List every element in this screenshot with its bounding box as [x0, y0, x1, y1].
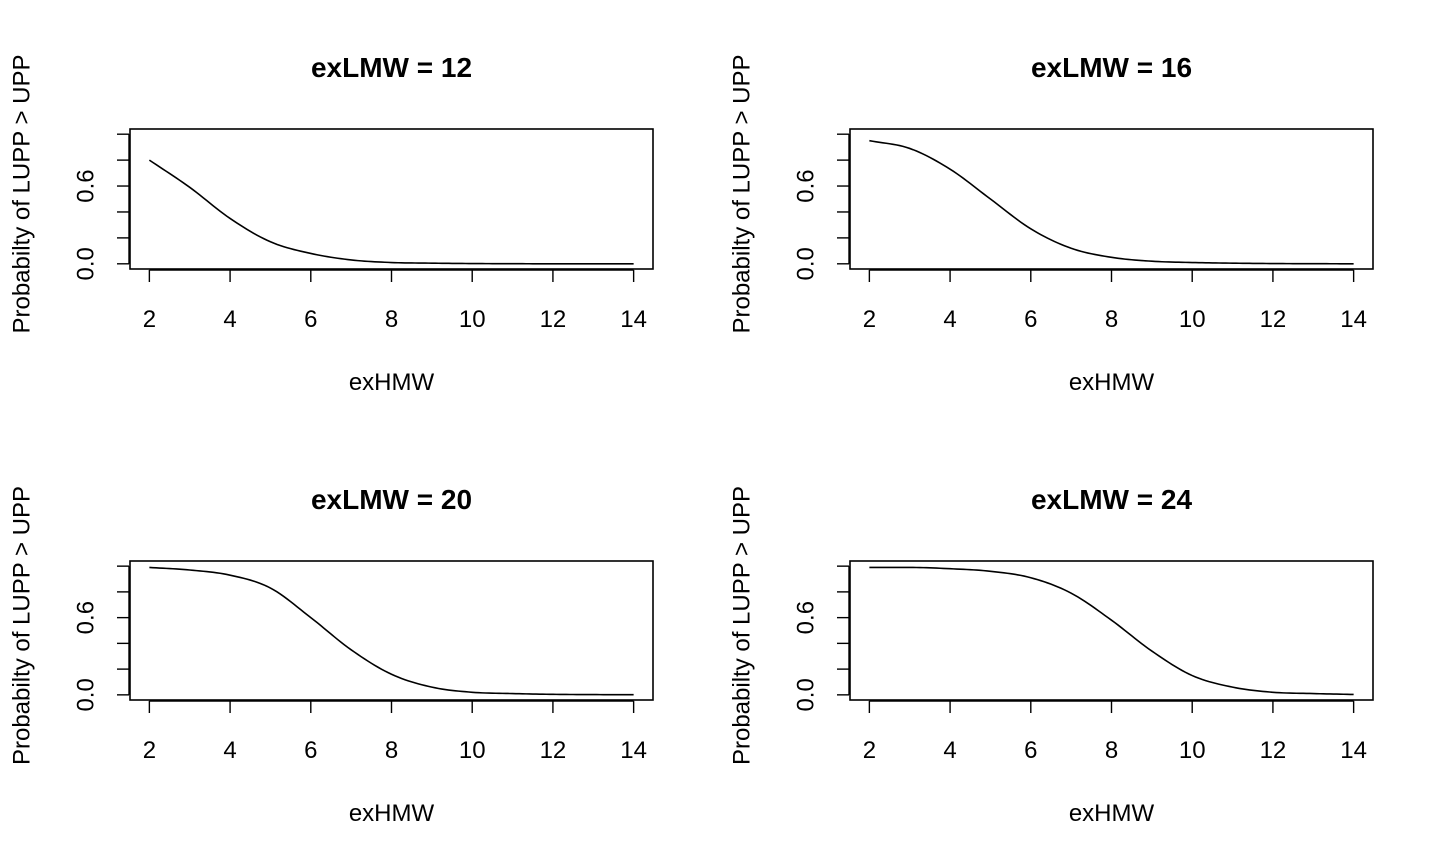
x-tick-label: 4 — [223, 306, 236, 333]
x-tick-label: 6 — [304, 306, 317, 333]
x-tick-label: 14 — [620, 306, 647, 333]
x-tick-label: 2 — [143, 737, 156, 764]
plot-frame — [849, 128, 1374, 270]
y-tick-label: 0.0 — [793, 247, 820, 280]
plot-frame — [849, 560, 1374, 701]
x-tick-label: 2 — [143, 306, 156, 333]
plot-frame — [129, 128, 654, 270]
panel-1: exLMW = 12 2 4 6 8 10 12 14 exHMW 0.0 0.6 Probabilt… — [9, 52, 654, 396]
y-axis-label: Probabilty of LUPP > UPP — [9, 486, 36, 765]
x-tick-label: 10 — [1179, 306, 1206, 333]
y-tick-label: 0.0 — [73, 678, 100, 711]
x-axis-label: exHMW — [349, 369, 435, 396]
y-tick-label: 0.6 — [73, 169, 100, 202]
x-tick-label: 14 — [620, 737, 647, 764]
x-axis-label: exHMW — [1069, 800, 1155, 827]
x-axis-label: exHMW — [349, 800, 435, 827]
x-tick-label: 10 — [459, 306, 486, 333]
y-axis-label: Probabilty of LUPP > UPP — [9, 54, 36, 333]
x-tick-label: 8 — [1105, 306, 1118, 333]
y-tick-label: 0.6 — [793, 169, 820, 202]
y-tick-label: 0.0 — [73, 247, 100, 280]
x-tick-label: 10 — [459, 737, 486, 764]
x-tick-label: 8 — [385, 306, 398, 333]
chart-title: exLMW = 12 — [311, 52, 472, 83]
chart-title: exLMW = 24 — [1031, 484, 1192, 515]
chart-title: exLMW = 20 — [311, 484, 472, 515]
y-axis-label: Probabilty of LUPP > UPP — [729, 486, 756, 765]
x-tick-label: 12 — [540, 737, 567, 764]
x-tick-label: 6 — [304, 737, 317, 764]
y-tick-label: 0.0 — [793, 678, 820, 711]
panel-4: exLMW = 24 2 4 6 8 10 12 14 exHMW 0.0 0.6 Probabilt… — [729, 484, 1374, 827]
x-tick-label: 8 — [1105, 737, 1118, 764]
x-tick-label: 2 — [863, 306, 876, 333]
panel-2: exLMW = 16 2 4 6 8 10 12 14 exHMW 0.0 0.6 Probabilt… — [729, 52, 1374, 396]
x-tick-label: 6 — [1024, 737, 1037, 764]
x-tick-label: 14 — [1340, 737, 1367, 764]
x-tick-label: 4 — [223, 737, 236, 764]
x-tick-label: 2 — [863, 737, 876, 764]
x-tick-label: 12 — [1260, 306, 1287, 333]
x-tick-label: 6 — [1024, 306, 1037, 333]
series-line — [869, 566, 1354, 696]
panel-3: exLMW = 20 2 4 6 8 10 12 14 exHMW 0.0 0.6 Probabilt… — [9, 484, 654, 827]
x-tick-label: 4 — [943, 737, 956, 764]
x-tick-label: 12 — [1260, 737, 1287, 764]
y-axis-label: Probabilty of LUPP > UPP — [729, 54, 756, 333]
series-line — [148, 159, 634, 265]
x-tick-label: 14 — [1340, 306, 1367, 333]
chart-title: exLMW = 16 — [1031, 52, 1192, 83]
y-tick-label: 0.6 — [73, 601, 100, 634]
x-tick-label: 12 — [540, 306, 567, 333]
y-tick-label: 0.6 — [793, 601, 820, 634]
plot-frame — [129, 560, 654, 701]
series-line — [149, 566, 634, 696]
x-tick-label: 10 — [1179, 737, 1206, 764]
series-line — [869, 139, 1354, 265]
x-axis-label: exHMW — [1069, 369, 1155, 396]
x-tick-label: 8 — [385, 737, 398, 764]
x-tick-label: 4 — [943, 306, 956, 333]
